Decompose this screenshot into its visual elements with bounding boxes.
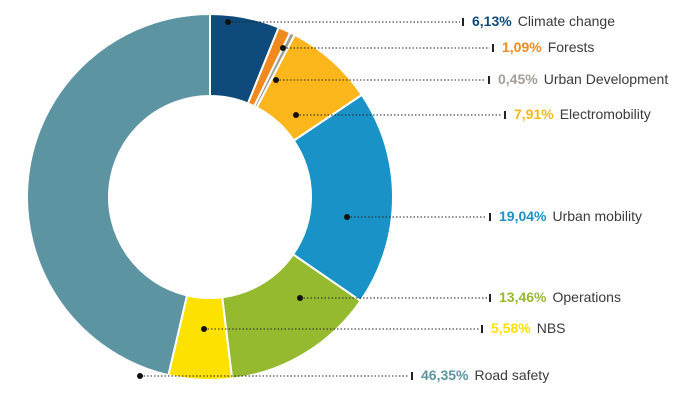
leader-dot <box>344 214 350 220</box>
slice-name: Operations <box>552 289 620 305</box>
leader-dot <box>201 326 207 332</box>
slice-label: 5,58% NBS <box>491 320 566 336</box>
slice-name: Climate change <box>518 13 615 29</box>
leader-dot <box>293 112 299 118</box>
slice-percent: 1,09% <box>502 39 542 55</box>
slice-label: 13,46% Operations <box>499 289 621 305</box>
slice-label: 46,35% Road safety <box>421 367 549 383</box>
slice-percent: 5,58% <box>491 320 531 336</box>
slice-label: 19,04% Urban mobility <box>499 208 642 224</box>
slice-percent: 7,91% <box>514 106 554 122</box>
leader-dot <box>297 295 303 301</box>
slice-percent: 19,04% <box>499 208 547 224</box>
leader-dot <box>273 77 279 83</box>
slice-name: Electromobility <box>560 106 651 122</box>
leader-dot <box>225 19 231 25</box>
donut-slice <box>26 12 211 377</box>
slice-name: Forests <box>548 39 595 55</box>
donut-slice <box>291 93 394 303</box>
slice-label: 0,45% Urban Development <box>498 71 668 87</box>
slice-label: 1,09% Forests <box>502 39 594 55</box>
leader-dot <box>280 45 286 51</box>
slice-percent: 6,13% <box>472 13 512 29</box>
slice-percent: 13,46% <box>499 289 547 305</box>
slice-name: NBS <box>537 320 566 336</box>
slice-label: 7,91% Electromobility <box>514 106 651 122</box>
slice-name: Road safety <box>474 367 549 383</box>
leader-dot <box>137 373 143 379</box>
slice-name: Urban mobility <box>552 208 641 224</box>
slice-percent: 46,35% <box>421 367 469 383</box>
slice-label: 6,13% Climate change <box>472 13 615 29</box>
slice-name: Urban Development <box>544 71 669 87</box>
slice-percent: 0,45% <box>498 71 538 87</box>
